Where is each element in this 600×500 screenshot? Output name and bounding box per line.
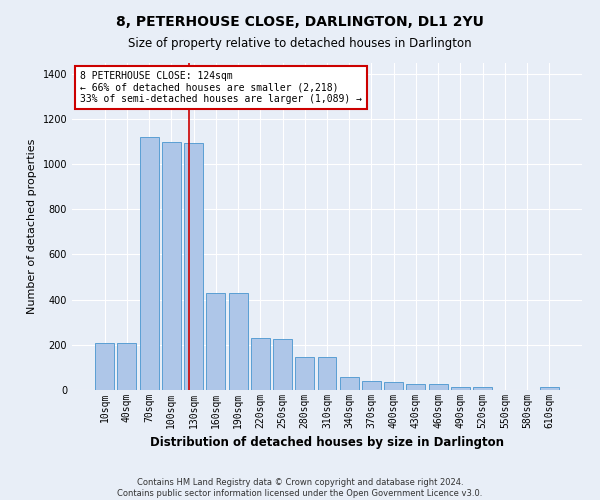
Bar [206,293,225,390]
Text: 8, PETERHOUSE CLOSE, DARLINGTON, DL1 2YU: 8, PETERHOUSE CLOSE, DARLINGTON, DL1 2YU [116,15,484,29]
Bar [140,137,158,390]
Bar [251,338,270,390]
Bar [295,356,314,390]
Bar [118,342,136,390]
Bar [229,294,248,390]
X-axis label: Distribution of detached houses by size in Darlington: Distribution of detached houses by size … [150,436,504,450]
Bar [184,142,203,390]
Text: Size of property relative to detached houses in Darlington: Size of property relative to detached ho… [128,38,472,51]
Bar [406,384,425,390]
Y-axis label: Number of detached properties: Number of detached properties [27,138,37,314]
Bar [273,338,292,390]
Text: Contains HM Land Registry data © Crown copyright and database right 2024.
Contai: Contains HM Land Registry data © Crown c… [118,478,482,498]
Bar [451,388,470,390]
Bar [473,388,492,390]
Bar [362,382,381,390]
Bar [384,382,403,390]
Bar [429,384,448,390]
Bar [95,342,114,390]
Bar [317,356,337,390]
Text: 8 PETERHOUSE CLOSE: 124sqm
← 66% of detached houses are smaller (2,218)
33% of s: 8 PETERHOUSE CLOSE: 124sqm ← 66% of deta… [80,70,362,104]
Bar [340,377,359,390]
Bar [540,388,559,390]
Bar [162,142,181,390]
